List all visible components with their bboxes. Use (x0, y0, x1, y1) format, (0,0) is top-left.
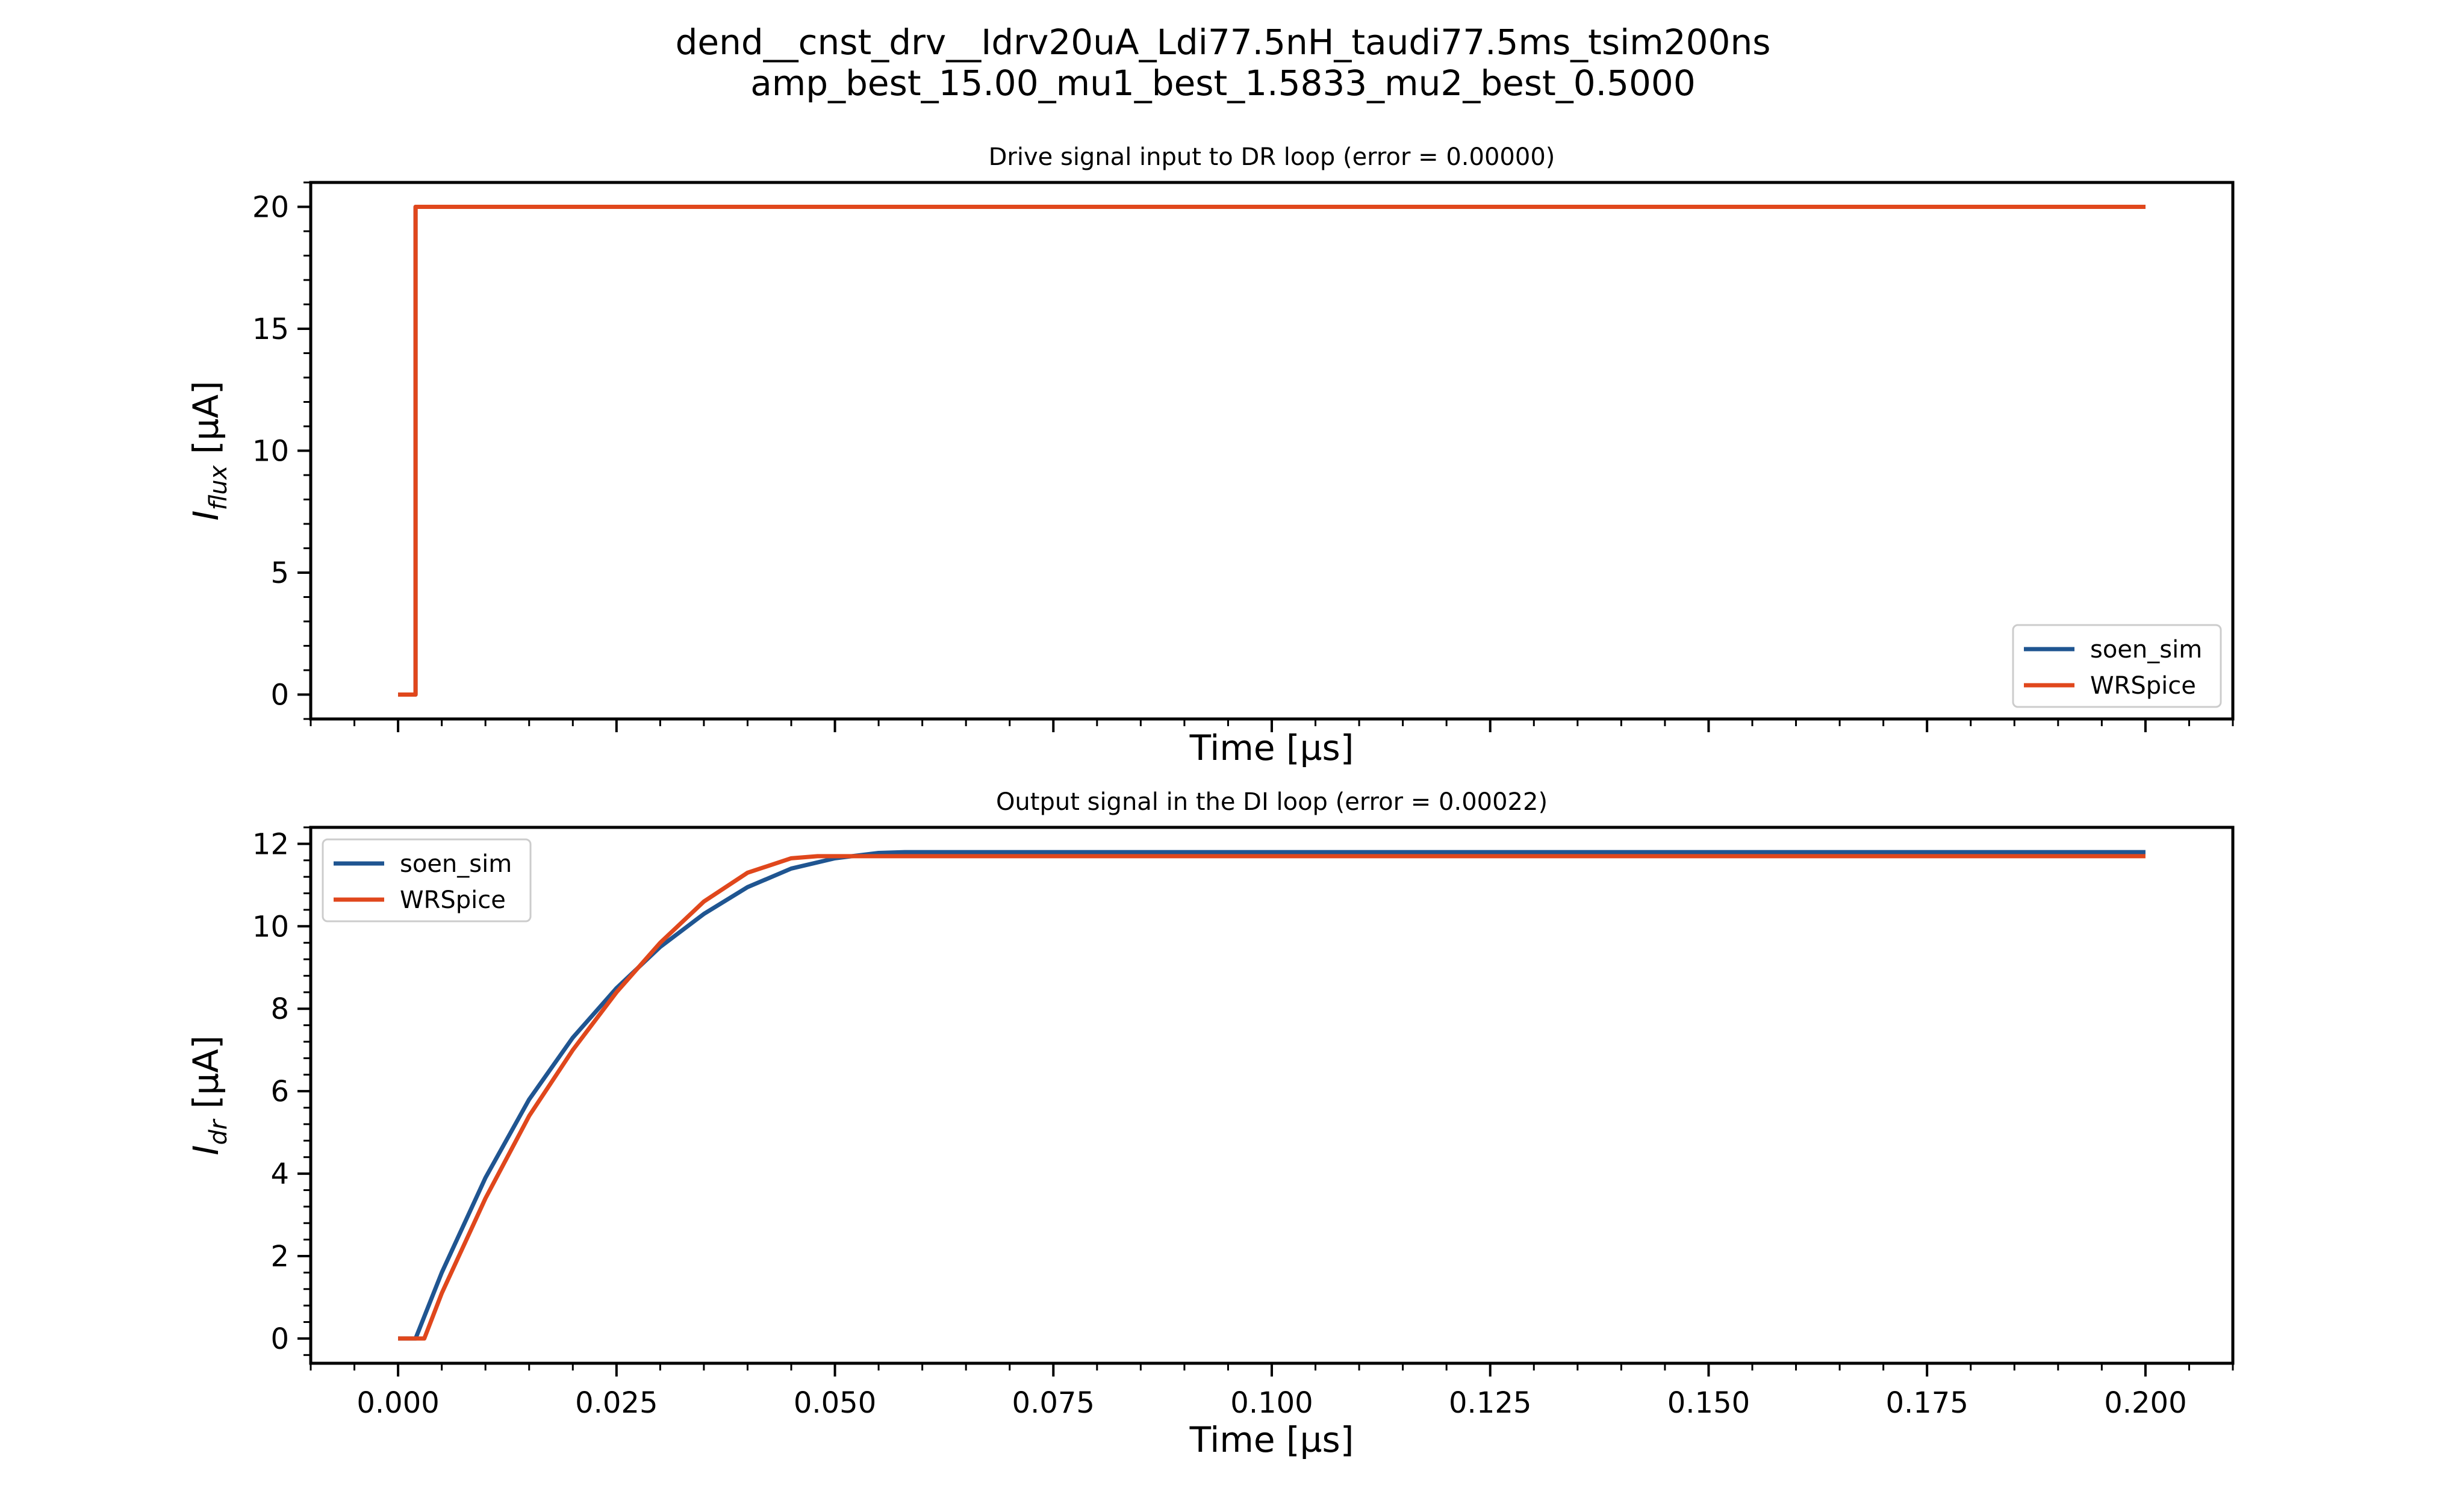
series-line-soen-sim (398, 205, 2146, 697)
y-tick-label: 10 (252, 910, 289, 944)
y-tick-label: 8 (270, 992, 289, 1026)
y-tick-label: 20 (252, 191, 289, 225)
y-tick-label: 12 (252, 827, 289, 861)
x-tick-label: 0.050 (794, 1386, 876, 1420)
suptitle-line-2: amp_best_15.00_mu1_best_1.5833_mu2_best_… (750, 63, 1696, 104)
x-axis-label: Time [µs] (1189, 1419, 1354, 1460)
y-axis-label: Idr [µA] (185, 1035, 232, 1155)
y-tick-label: 0 (270, 1322, 289, 1356)
x-tick-label: 0.150 (1667, 1386, 1750, 1420)
x-tick-label: 0.000 (356, 1386, 439, 1420)
y-tick-label: 5 (270, 556, 289, 590)
panel-title-drive-signal: Drive signal input to DR loop (error = 0… (989, 143, 1555, 171)
axes-frame (309, 181, 2235, 721)
legend: soen_sim WRSpice (2012, 624, 2222, 708)
y-axis-label-unit: [µA] (185, 381, 226, 465)
y-axis-label-subscript: flux (205, 465, 232, 510)
x-tick-label: 0.125 (1449, 1386, 1531, 1420)
x-tick-label: 0.075 (1012, 1386, 1095, 1420)
series-line-soen-sim (398, 850, 2146, 1341)
panel-title-output-signal: Output signal in the DI loop (error = 0.… (996, 788, 1548, 816)
figure-suptitle: dend__cnst_drv__Idrv20uA_Ldi77.5nH_taudi… (0, 22, 2446, 104)
y-axis-label-main: I (185, 511, 226, 521)
y-axis-label-subscript: dr (205, 1118, 232, 1145)
x-tick-label: 0.200 (2104, 1386, 2186, 1420)
y-axis-label-main: I (185, 1145, 226, 1156)
y-tick-label: 15 (252, 313, 289, 346)
y-tick-label: 2 (270, 1240, 289, 1274)
y-tick-label: 10 (252, 435, 289, 468)
axes-frame (309, 826, 2235, 1365)
legend-label-wrspice: WRSpice (400, 886, 506, 914)
y-tick-label: 6 (270, 1075, 289, 1109)
x-tick-label: 0.100 (1230, 1386, 1313, 1420)
legend-label-soen-sim: soen_sim (400, 850, 512, 878)
y-axis-label: Iflux [µA] (185, 381, 232, 520)
legend-label-soen-sim: soen_sim (2090, 636, 2202, 664)
panel-output-signal: Output signal in the DI loop (error = 0.… (185, 788, 2235, 1460)
y-axis-label-unit: [µA] (185, 1035, 226, 1119)
legend-label-wrspice: WRSpice (2090, 672, 2196, 700)
panel-drive-signal: Drive signal input to DR loop (error = 0… (185, 143, 2235, 768)
x-tick-label: 0.025 (575, 1386, 658, 1420)
suptitle-line-1: dend__cnst_drv__Idrv20uA_Ldi77.5nH_taudi… (675, 22, 1771, 63)
series-line-wrspice (398, 205, 2146, 697)
legend: soen_sim WRSpice (322, 838, 532, 922)
y-tick-label: 0 (270, 679, 289, 712)
x-axis-label: Time [µs] (1189, 727, 1354, 768)
series-line-wrspice (398, 854, 2146, 1341)
x-tick-label: 0.175 (1885, 1386, 1968, 1420)
y-tick-label: 4 (270, 1157, 289, 1191)
